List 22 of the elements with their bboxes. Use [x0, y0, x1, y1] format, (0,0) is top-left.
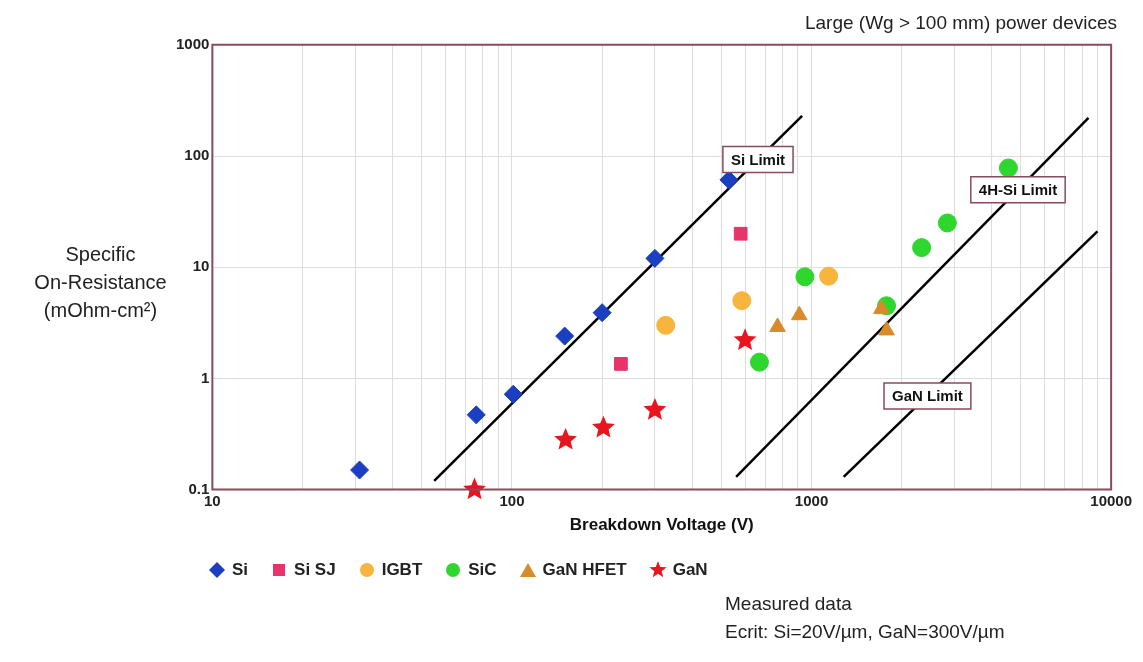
text: Measured data [725, 592, 853, 616]
y-tick-label: 0.1 [188, 479, 210, 497]
series-label: Si Limit [730, 150, 786, 168]
x-tick-label: 100 [499, 491, 525, 509]
text: Ecrit: Si=20V/µm, GaN=300V/µm [725, 620, 1006, 644]
legend-label: SiC [468, 560, 497, 580]
y-tick-label: 1000 [175, 34, 210, 52]
legend-label: Si [232, 560, 249, 580]
legend-label: IGBT [381, 560, 423, 580]
y-tick-label: 10 [192, 257, 210, 275]
x-tick-label: 1000 [794, 491, 829, 509]
series-label: 4H-Si Limit [978, 180, 1058, 198]
series-label: GaN Limit [891, 387, 963, 405]
chart-title: Large (Wg > 100 mm) power devices [804, 11, 1117, 33]
y-axis-title: Specific On-Resistance (mOhm-cm²) [34, 243, 167, 321]
legend-label: Si SJ [294, 560, 336, 580]
x-tick-label: 10000 [1090, 491, 1132, 509]
legend-label: GaN HFET [542, 560, 627, 580]
legend-label: GaN [672, 560, 708, 580]
y-tick-label: 100 [184, 146, 210, 164]
y-tick-label: 1 [201, 368, 210, 386]
x-axis-title: Breakdown Voltage (V) [569, 515, 754, 535]
